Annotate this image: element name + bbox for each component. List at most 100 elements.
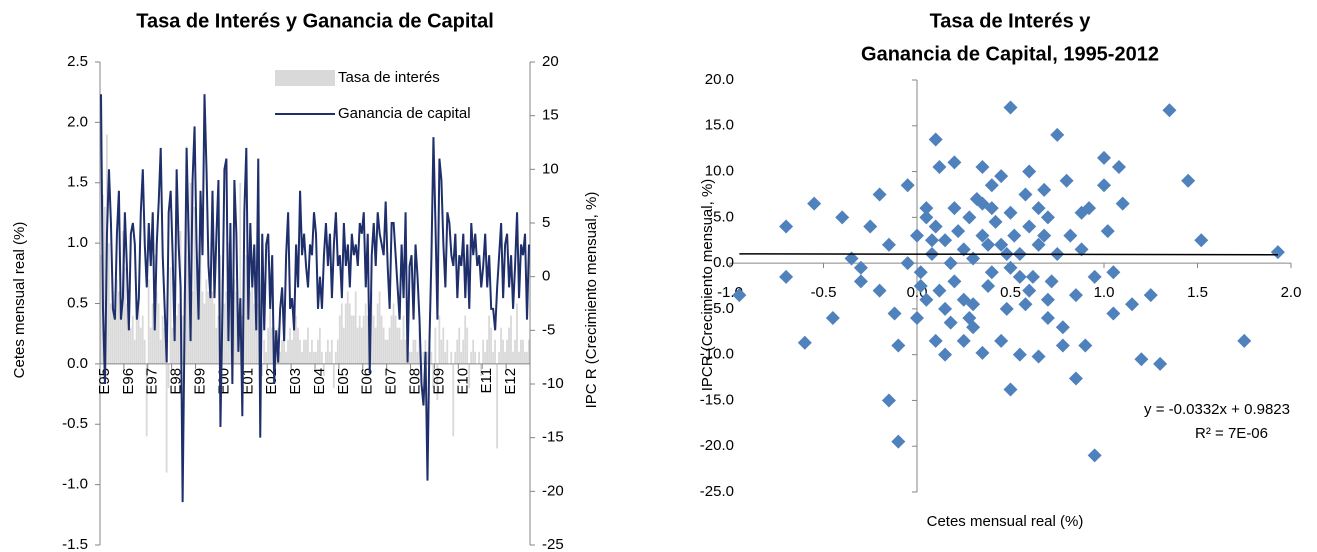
scatter-point [835, 210, 850, 225]
x-tick-label: -0.5 [811, 284, 837, 301]
scatter-point [962, 210, 977, 225]
bar [316, 339, 319, 364]
scatter-point [984, 265, 999, 280]
y-tick-label: 0.0 [67, 355, 88, 372]
bar [350, 315, 353, 364]
scatter-point [1055, 320, 1070, 335]
bar [309, 351, 311, 364]
scatter-point [999, 301, 1014, 316]
bar [235, 291, 238, 364]
bar [281, 339, 283, 364]
scatter-point [807, 196, 822, 211]
bar [109, 303, 112, 364]
bar [289, 327, 291, 364]
bar [253, 303, 256, 364]
x-tick-label: 2.0 [1281, 284, 1302, 301]
bar [520, 339, 522, 364]
scatter-point [881, 393, 896, 408]
bar [133, 339, 136, 364]
bar [320, 351, 323, 364]
bar [412, 339, 415, 364]
bar [502, 339, 504, 364]
bar [342, 327, 345, 364]
bar [438, 315, 441, 364]
x-axis-title: Cetes mensual real (%) [927, 513, 1084, 530]
bar [446, 339, 449, 364]
bar [462, 339, 465, 364]
scatter-point [1063, 228, 1078, 243]
bar [512, 351, 514, 364]
scatter-point [797, 335, 812, 350]
bar [163, 327, 166, 364]
bar [518, 351, 520, 364]
scatter-point [872, 283, 887, 298]
scatter-point [853, 274, 868, 289]
bar [103, 206, 106, 364]
scatter-point [1037, 182, 1052, 197]
y2-tick-label: 0 [542, 268, 550, 285]
bar [496, 363, 498, 449]
bar [223, 303, 226, 364]
x-tick-label: E06 [359, 368, 376, 395]
bar [203, 303, 206, 364]
y2-tick-label: -5 [542, 321, 555, 338]
bar [454, 351, 457, 364]
y-tick-label: -5.0 [708, 300, 734, 317]
scatter-point [1125, 297, 1140, 312]
scatter-point [910, 228, 924, 243]
bar [155, 291, 158, 364]
scatter-point [928, 219, 943, 234]
scatter-point [863, 219, 878, 234]
y-tick-label: -20.0 [700, 437, 734, 454]
bar [474, 351, 477, 364]
scatter-point [1134, 352, 1149, 367]
bar [115, 279, 118, 364]
scatter-point [881, 237, 896, 252]
bar [422, 351, 425, 364]
bar [450, 351, 453, 364]
bar [131, 315, 134, 364]
scatter-point [1018, 187, 1033, 202]
bar [388, 327, 391, 364]
bar [209, 267, 212, 364]
bar [261, 363, 264, 376]
bar [440, 339, 443, 364]
y-tick-label: -25.0 [700, 483, 734, 500]
bar [301, 351, 303, 364]
x-tick-label: E10 [454, 368, 471, 395]
scatter-point [919, 201, 934, 216]
bar [239, 182, 242, 364]
bar [500, 327, 502, 364]
scatter-point [994, 169, 1009, 184]
scatter-point [928, 333, 943, 348]
bar [360, 327, 363, 364]
bar [265, 351, 268, 364]
y-tick-label: 1.5 [67, 174, 88, 191]
chart-title: Tasa de Interés y Ganancia de Capital [136, 10, 494, 32]
bar [524, 351, 526, 364]
bar [215, 327, 218, 364]
scatter-point [1022, 283, 1037, 298]
scatter-point [966, 297, 981, 312]
y-tick-label: 10.0 [705, 163, 734, 180]
bar [233, 279, 236, 364]
bar [498, 351, 500, 364]
bar [267, 327, 270, 364]
scatter-point [887, 306, 902, 321]
bar [354, 291, 357, 364]
y-tick-label: -0.5 [62, 415, 88, 432]
bar [251, 279, 254, 364]
bar [193, 206, 196, 364]
bar [356, 327, 359, 364]
bar [169, 267, 172, 364]
y-tick-label: 15.0 [705, 117, 734, 134]
scatter-point [1007, 228, 1022, 243]
x-tick-label: E11 [478, 368, 495, 394]
bar [382, 327, 385, 364]
bar [257, 303, 260, 364]
annotation: y = -0.0332x + 0.9823 [1144, 401, 1290, 418]
scatter-point [975, 159, 990, 174]
bar [297, 327, 299, 364]
scatter-point [1003, 382, 1018, 397]
bar [348, 303, 351, 364]
